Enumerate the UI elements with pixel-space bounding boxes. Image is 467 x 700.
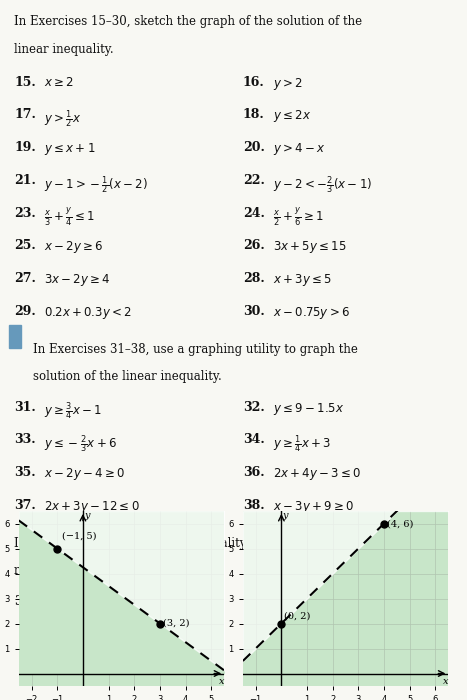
Text: 38.: 38. <box>243 499 264 512</box>
Text: x: x <box>219 678 224 686</box>
Text: 24.: 24. <box>243 206 265 220</box>
Text: y: y <box>283 511 288 520</box>
Text: $y \geq \frac{1}{4}x + 3$: $y \geq \frac{1}{4}x + 3$ <box>273 433 332 455</box>
Text: 15.: 15. <box>14 76 36 89</box>
Text: $y \leq 2x$: $y \leq 2x$ <box>273 108 311 125</box>
Text: (−1, 5): (−1, 5) <box>62 532 97 541</box>
Text: $2x + 4y - 3 \leq 0$: $2x + 4y - 3 \leq 0$ <box>273 466 361 482</box>
FancyBboxPatch shape <box>9 325 21 348</box>
Text: $y \leq 9 - 1.5x$: $y \leq 9 - 1.5x$ <box>273 400 345 416</box>
Text: $y \leq -\frac{2}{3}x + 6$: $y \leq -\frac{2}{3}x + 6$ <box>44 433 117 455</box>
Text: 39.: 39. <box>14 595 35 608</box>
Text: region shown in the figure.: region shown in the figure. <box>14 564 176 578</box>
Text: 33.: 33. <box>14 433 35 447</box>
Text: 36.: 36. <box>243 466 264 480</box>
Text: $\frac{x}{2} + \frac{y}{6} \geq 1$: $\frac{x}{2} + \frac{y}{6} \geq 1$ <box>273 206 324 228</box>
Text: $\frac{x}{3} + \frac{y}{4} \leq 1$: $\frac{x}{3} + \frac{y}{4} \leq 1$ <box>44 206 95 228</box>
Text: 16.: 16. <box>243 76 265 89</box>
Text: $y > \frac{1}{2}x$: $y > \frac{1}{2}x$ <box>44 108 82 130</box>
Text: $y \geq \frac{3}{4}x - 1$: $y \geq \frac{3}{4}x - 1$ <box>44 400 102 422</box>
Text: $x \geq 2$: $x \geq 2$ <box>44 76 74 89</box>
Text: 22.: 22. <box>243 174 265 187</box>
Text: $3x - 2y \geq 4$: $3x - 2y \geq 4$ <box>44 272 111 288</box>
Text: 23.: 23. <box>14 206 36 220</box>
Text: y: y <box>84 511 90 520</box>
Text: 27.: 27. <box>14 272 36 285</box>
Text: $x - 2y \geq 6$: $x - 2y \geq 6$ <box>44 239 104 255</box>
Text: $2x + 3y - 12 \leq 0$: $2x + 3y - 12 \leq 0$ <box>44 499 140 515</box>
Text: 34.: 34. <box>243 433 265 447</box>
Text: 31.: 31. <box>14 400 36 414</box>
Text: In Exercises 31–38, use a graphing utility to graph the: In Exercises 31–38, use a graphing utili… <box>33 343 358 356</box>
Text: 25.: 25. <box>14 239 36 253</box>
Text: $3x + 5y \leq 15$: $3x + 5y \leq 15$ <box>273 239 347 255</box>
Text: $x - 2y - 4 \geq 0$: $x - 2y - 4 \geq 0$ <box>44 466 126 482</box>
Text: 18.: 18. <box>243 108 265 121</box>
Text: 21.: 21. <box>14 174 36 187</box>
Text: $y - 1 > -\frac{1}{2}(x - 2)$: $y - 1 > -\frac{1}{2}(x - 2)$ <box>44 174 148 195</box>
Text: 35.: 35. <box>14 466 35 480</box>
Text: In Exercises 15–30, sketch the graph of the solution of the: In Exercises 15–30, sketch the graph of … <box>14 15 362 28</box>
Text: x: x <box>443 678 448 686</box>
Text: (0, 2): (0, 2) <box>284 612 310 621</box>
Text: linear inequality.: linear inequality. <box>14 43 113 56</box>
Text: In Exercises 39–44, write an inequality for the shaded: In Exercises 39–44, write an inequality … <box>14 537 336 550</box>
Text: $x - 3y + 9 \geq 0$: $x - 3y + 9 \geq 0$ <box>273 499 354 515</box>
Text: 26.: 26. <box>243 239 265 253</box>
Text: solution of the linear inequality.: solution of the linear inequality. <box>33 370 221 384</box>
Text: 29.: 29. <box>14 305 36 318</box>
Text: $y - 2 < -\frac{2}{3}(x - 1)$: $y - 2 < -\frac{2}{3}(x - 1)$ <box>273 174 372 195</box>
Text: $y \leq x + 1$: $y \leq x + 1$ <box>44 141 96 157</box>
Text: 17.: 17. <box>14 108 36 121</box>
Text: 37.: 37. <box>14 499 36 512</box>
Text: $x + 3y \leq 5$: $x + 3y \leq 5$ <box>273 272 332 288</box>
Text: $y > 4 - x$: $y > 4 - x$ <box>273 141 326 157</box>
Text: $0.2x + 0.3y < 2$: $0.2x + 0.3y < 2$ <box>44 305 132 321</box>
Text: (3, 2): (3, 2) <box>163 619 189 628</box>
Text: 40.: 40. <box>243 595 265 608</box>
Text: (4, 6): (4, 6) <box>387 519 413 528</box>
Text: 20.: 20. <box>243 141 265 154</box>
Text: 28.: 28. <box>243 272 265 285</box>
Text: 32.: 32. <box>243 400 265 414</box>
Text: $y > 2$: $y > 2$ <box>273 76 303 92</box>
Text: 30.: 30. <box>243 305 265 318</box>
Text: 19.: 19. <box>14 141 36 154</box>
Text: $x - 0.75y > 6$: $x - 0.75y > 6$ <box>273 305 350 321</box>
